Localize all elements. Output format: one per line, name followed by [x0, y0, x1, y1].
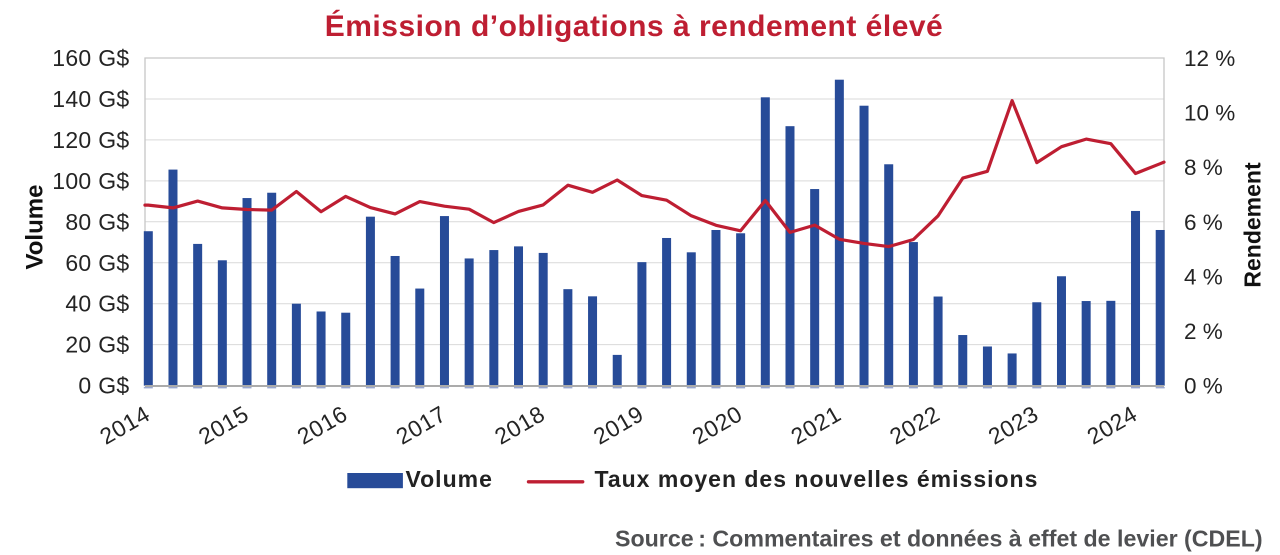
svg-text:0 %: 0 %: [1184, 374, 1223, 399]
svg-text:60 G$: 60 G$: [65, 250, 129, 276]
svg-text:12 %: 12 %: [1184, 46, 1235, 71]
svg-text:4 %: 4 %: [1184, 264, 1223, 289]
svg-text:8 %: 8 %: [1184, 155, 1223, 180]
svg-text:20 G$: 20 G$: [65, 332, 129, 358]
svg-text:Émission d’obligations à rende: Émission d’obligations à rendement élevé: [325, 9, 944, 43]
svg-text:Volume: Volume: [22, 185, 49, 270]
svg-text:40 G$: 40 G$: [65, 291, 129, 317]
svg-text:2 %: 2 %: [1184, 319, 1223, 344]
svg-text:6 %: 6 %: [1184, 210, 1223, 235]
svg-text:80 G$: 80 G$: [65, 209, 129, 235]
svg-text:160 G$: 160 G$: [52, 45, 129, 71]
svg-text:100 G$: 100 G$: [52, 168, 129, 194]
svg-text:Taux moyen des nouvelles émiss: Taux moyen des nouvelles émissions: [595, 466, 1039, 492]
svg-text:Rendement: Rendement: [1240, 162, 1266, 288]
svg-text:Source : Commentaires et donné: Source : Commentaires et données à effet…: [615, 526, 1263, 552]
svg-text:140 G$: 140 G$: [52, 86, 129, 112]
svg-text:120 G$: 120 G$: [52, 127, 129, 153]
svg-text:Volume: Volume: [406, 466, 493, 492]
svg-text:10 %: 10 %: [1184, 101, 1235, 126]
svg-text:0 G$: 0 G$: [78, 373, 129, 399]
